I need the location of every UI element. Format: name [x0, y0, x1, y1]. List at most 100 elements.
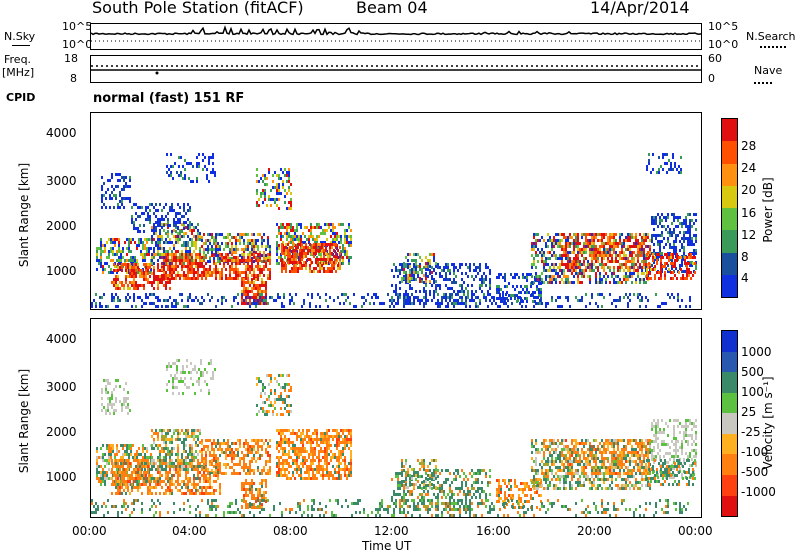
- power-heatmap-cell: [680, 171, 682, 174]
- velocity-heatmap-cell: [217, 448, 219, 451]
- velocity-heatmap-cell: [183, 450, 185, 453]
- velocity-heatmap-cell: [195, 435, 197, 438]
- power-heatmap-cell: [597, 266, 599, 269]
- power-heatmap-cell: [663, 216, 665, 219]
- power-heatmap-cell: [506, 291, 508, 294]
- power-heatmap-cell: [543, 239, 545, 242]
- velocity-heatmap-cell: [247, 472, 249, 475]
- velocity-heatmap-cell: [189, 477, 191, 480]
- power-heatmap-cell: [695, 213, 697, 216]
- velocity-heatmap-cell: [153, 477, 155, 480]
- power-heatmap-cell: [579, 260, 581, 263]
- velocity-heatmap-cell: [251, 503, 253, 506]
- power-heatmap-cell: [276, 262, 278, 265]
- power-heatmap-cell: [245, 299, 247, 302]
- velocity-heatmap-cell: [191, 447, 193, 450]
- power-heatmap-cell: [239, 254, 241, 257]
- power-heatmap-cell: [543, 251, 545, 254]
- power-heatmap-cell: [125, 185, 127, 188]
- power-heatmap-cell: [153, 266, 155, 269]
- velocity-heatmap-cell: [112, 480, 114, 483]
- power-heatmap-cell: [597, 233, 599, 236]
- velocity-heatmap-cell: [111, 483, 113, 486]
- velocity-heatmap-cell: [253, 494, 255, 497]
- velocity-heatmap-cell: [121, 471, 123, 474]
- power-ytick-4000: 4000: [46, 126, 77, 140]
- velocity-heatmap-cell: [169, 459, 171, 462]
- velocity-heatmap-cell: [221, 451, 223, 454]
- velocity-heatmap-cell: [108, 450, 110, 453]
- power-heatmap-cell: [127, 263, 129, 266]
- power-heatmap-cell: [118, 259, 120, 262]
- velocity-heatmap-cell: [130, 444, 132, 447]
- velocity-heatmap-cell: [173, 429, 175, 432]
- velocity-heatmap-cell: [177, 468, 179, 471]
- power-heatmap-cell: [339, 252, 341, 255]
- velocity-heatmap-cell: [187, 480, 189, 483]
- power-heatmap-cell: [555, 242, 557, 245]
- power-heatmap-cell: [573, 245, 575, 248]
- power-heatmap-cell: [281, 252, 283, 255]
- power-heatmap-cell: [549, 278, 551, 281]
- power-heatmap-cell: [109, 194, 111, 197]
- power-heatmap-cell: [489, 281, 491, 284]
- power-heatmap-cell: [143, 272, 145, 275]
- power-heatmap-cell: [195, 244, 197, 247]
- power-heatmap-cell: [425, 280, 427, 283]
- power-heatmap-cell: [171, 206, 173, 209]
- velocity-heatmap-cell: [171, 435, 173, 438]
- velocity-heatmap-cell: [127, 474, 129, 477]
- power-heatmap-cell: [649, 239, 651, 242]
- velocity-heatmap-cell: [167, 438, 169, 441]
- velocity-heatmap-cell: [108, 468, 110, 471]
- power-heatmap-cell: [219, 257, 221, 260]
- power-heatmap-cell: [225, 236, 227, 239]
- power-heatmap-cell: [229, 259, 231, 262]
- velocity-heatmap-cell: [261, 469, 263, 472]
- power-heatmap-cell: [147, 281, 149, 284]
- power-heatmap-cell: [407, 296, 409, 299]
- power-heatmap-cell: [559, 239, 561, 242]
- freq-tick-top: 18: [64, 52, 78, 65]
- power-heatmap-cell: [648, 153, 650, 156]
- velocity-heatmap-cell: [197, 489, 199, 492]
- power-heatmap-cell: [193, 271, 195, 274]
- power-heatmap-cell: [641, 272, 643, 275]
- power-heatmap-cell: [131, 269, 133, 272]
- power-heatmap-cell: [641, 296, 643, 299]
- power-heatmap-cell: [685, 231, 687, 234]
- velocity-heatmap-cell: [122, 456, 124, 459]
- power-heatmap-cell: [321, 258, 323, 261]
- power-heatmap-cell: [646, 277, 648, 280]
- power-heatmap-cell: [441, 269, 443, 272]
- power-heatmap-cell: [593, 236, 595, 239]
- power-heatmap-cell: [415, 259, 417, 262]
- power-heatmap-cell: [181, 265, 183, 268]
- power-heatmap-cell: [233, 256, 235, 259]
- power-heatmap-cell: [189, 268, 191, 271]
- power-heatmap-cell: [265, 302, 267, 305]
- power-heatmap-cell: [295, 270, 297, 273]
- power-heatmap-cell: [647, 236, 649, 239]
- power-heatmap-cell: [656, 271, 658, 274]
- power-heatmap-cell: [633, 251, 635, 254]
- power-heatmap-cell: [555, 269, 557, 272]
- power-heatmap-cell: [261, 236, 263, 239]
- power-heatmap-cell: [569, 263, 571, 266]
- power-heatmap-cell: [171, 256, 173, 259]
- power-heatmap-cell: [645, 236, 647, 239]
- velocity-heatmap-cell: [245, 479, 247, 482]
- power-heatmap-cell: [300, 238, 302, 241]
- power-heatmap-cell: [296, 238, 298, 241]
- power-heatmap-cell: [303, 249, 305, 252]
- power-heatmap-cell: [629, 239, 631, 242]
- velocity-heatmap-cell: [165, 432, 167, 435]
- power-heatmap-cell: [437, 263, 439, 266]
- velocity-heatmap-cell: [201, 442, 203, 445]
- power-heatmap-cell: [419, 263, 421, 266]
- velocity-heatmap-cell: [187, 465, 189, 468]
- velocity-heatmap-cell: [147, 468, 149, 471]
- power-heatmap-cell: [681, 246, 683, 249]
- power-heatmap-cell: [332, 232, 334, 235]
- power-heatmap-cell: [195, 262, 197, 265]
